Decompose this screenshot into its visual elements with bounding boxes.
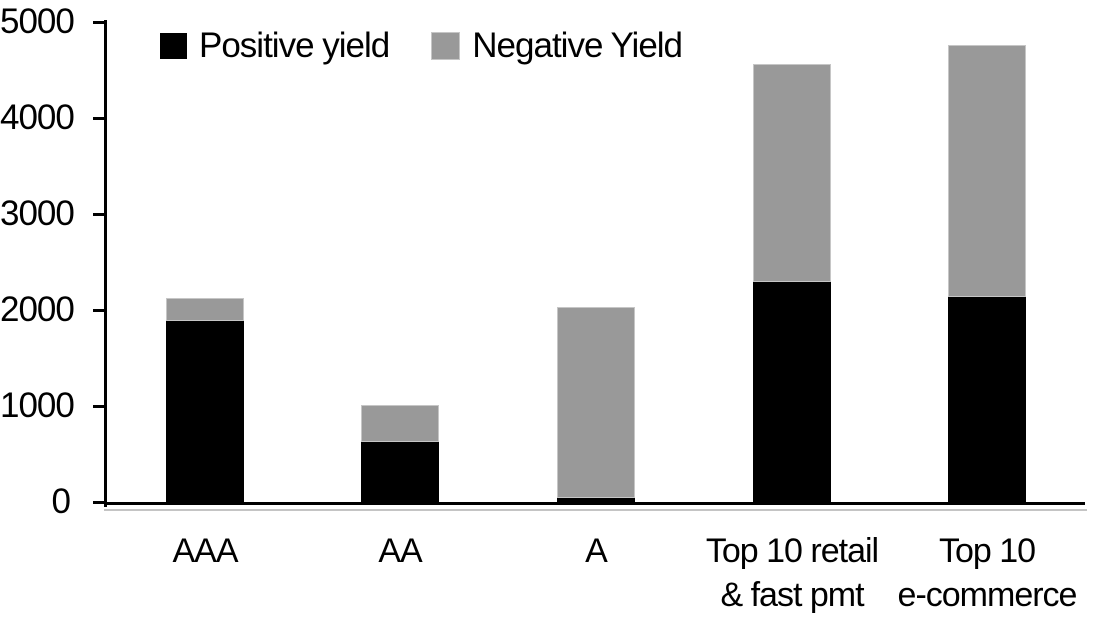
y-axis-tick [93, 117, 104, 120]
bar-segment-negative [166, 298, 244, 321]
bar-segment-negative [948, 45, 1026, 297]
bar-segment-negative [753, 64, 831, 282]
y-axis-tick-label: 1000 [0, 386, 75, 425]
bar-segment-positive [361, 442, 439, 502]
legend-swatch-negative-yield [431, 32, 461, 60]
y-axis-tick-label: 3000 [0, 194, 75, 233]
bar-segment-negative [557, 307, 635, 498]
y-axis-tick-label: 0 [51, 482, 71, 521]
x-axis-category-label: Top 10 retail & fast pmt [705, 532, 879, 614]
legend-swatch-positive-yield [160, 33, 187, 59]
legend: Positive yield Negative Yield [160, 26, 683, 66]
legend-item-positive-yield: Positive yield [160, 26, 390, 66]
x-axis-shadow-line [104, 509, 1087, 511]
y-axis-tick [93, 309, 104, 312]
y-axis-tick-label: 2000 [0, 290, 75, 329]
y-axis-tick [93, 21, 104, 24]
legend-label-positive-yield: Positive yield [199, 26, 390, 65]
legend-item-negative-yield: Negative Yield [431, 26, 683, 66]
bar-segment-negative [361, 405, 439, 442]
x-axis-category-label: AAA [172, 532, 238, 570]
x-axis-line [104, 502, 1085, 505]
y-axis-line [104, 20, 107, 507]
bar-segment-positive [557, 498, 635, 502]
legend-label-negative-yield: Negative Yield [472, 26, 683, 65]
bar-segment-positive [166, 321, 244, 502]
y-axis-tick [93, 213, 104, 216]
x-axis-category-label: AA [378, 532, 422, 570]
y-axis-tick [93, 501, 104, 504]
x-axis-category-label: A [585, 532, 608, 570]
y-axis-tick [93, 405, 104, 408]
y-axis-tick-label: 4000 [0, 98, 75, 137]
y-axis-tick-label: 5000 [0, 2, 75, 41]
bar-segment-positive [948, 297, 1026, 502]
bar-segment-positive [753, 282, 831, 502]
x-axis-category-label: Top 10 e-commerce [897, 532, 1078, 614]
